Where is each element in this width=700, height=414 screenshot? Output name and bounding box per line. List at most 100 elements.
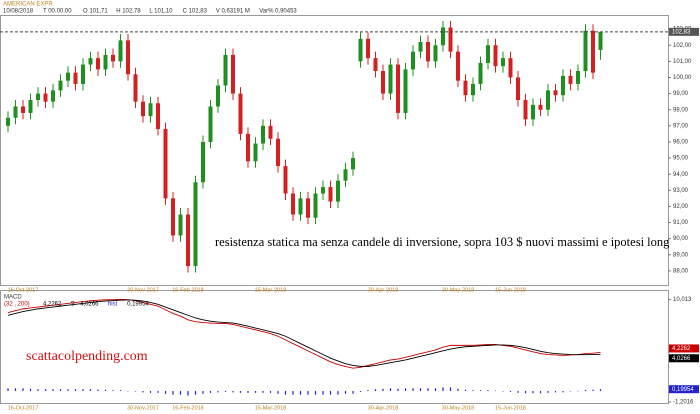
- histogram-bar: [14, 388, 17, 392]
- histogram-bar: [209, 391, 212, 393]
- candle-body: [13, 106, 18, 118]
- candle-body: [366, 38, 370, 59]
- legend-name: hist: [108, 302, 118, 308]
- candle-body: [216, 85, 220, 107]
- histogram-bar: [269, 391, 272, 393]
- histogram-bar: [149, 391, 152, 393]
- macd-title: MACD: [4, 295, 22, 301]
- y-tick-label: 98,00: [673, 107, 689, 113]
- histogram-bar: [344, 391, 347, 394]
- value-box: [669, 344, 699, 353]
- candle-body: [268, 125, 273, 139]
- histogram-bar: [337, 391, 339, 395]
- histogram-bar: [134, 391, 137, 392]
- info-field: 10/08/2018: [3, 9, 34, 15]
- x-tick-label: 30-May-2018: [442, 405, 474, 411]
- info-field: L 101,10: [149, 9, 173, 15]
- candle-body: [336, 180, 340, 202]
- candle-body: [441, 27, 445, 46]
- watermark: scattacolpending.com: [26, 349, 148, 364]
- candle-body: [321, 187, 325, 194]
- candle-body: [156, 103, 160, 130]
- candle-body: [126, 40, 130, 75]
- y-tick-label: 94,00: [673, 172, 689, 178]
- histogram-bar: [97, 389, 99, 392]
- legend-value: 4,0266: [80, 302, 99, 308]
- histogram-bar: [112, 390, 114, 392]
- candle-body: [103, 54, 108, 70]
- histogram-bar: [472, 390, 474, 392]
- candle-body: [358, 38, 363, 62]
- info-field: T 00.00.00: [43, 9, 72, 15]
- candle-body: [186, 214, 190, 267]
- histogram-bar: [179, 391, 182, 395]
- info-field: Var% 0,90453: [259, 9, 297, 15]
- histogram-bar: [464, 389, 467, 392]
- histogram-bar: [494, 390, 497, 392]
- histogram-bar: [584, 389, 587, 392]
- histogram-bar: [254, 391, 257, 393]
- histogram-bar: [299, 391, 302, 395]
- histogram-bar: [52, 389, 54, 392]
- x-tick-label: 30-Apr-2018: [368, 287, 399, 293]
- candle-body: [493, 45, 498, 67]
- y-tick-label: 99,00: [673, 91, 689, 97]
- candle-body: [238, 93, 243, 134]
- histogram-bar: [509, 391, 512, 392]
- y-tick-label: 101,00: [673, 59, 692, 65]
- candle-body: [43, 93, 48, 102]
- candle-body: [426, 42, 430, 62]
- candle-body: [253, 143, 258, 162]
- candle-body: [351, 158, 355, 170]
- x-tick-label: 30-Nov-2017: [127, 405, 159, 411]
- x-tick-label: 15-Mar-2018: [255, 405, 287, 411]
- histogram-bar: [157, 391, 159, 393]
- histogram-bar: [487, 390, 489, 392]
- y-tick-label: 102,00: [673, 43, 692, 49]
- candle-body: [246, 133, 250, 162]
- value-box-label: 4,2262: [672, 346, 691, 352]
- histogram-bar: [412, 388, 414, 392]
- candle-body: [193, 182, 198, 267]
- histogram-bar: [307, 391, 309, 395]
- x-tick-label: 16-Oct-2017: [8, 405, 39, 411]
- candle-body: [283, 166, 288, 194]
- y-tick-label: 10,013: [673, 297, 692, 303]
- y-tick-label: 97,00: [673, 123, 689, 129]
- y-tick-label: 89,00: [673, 252, 689, 258]
- candle-body: [448, 27, 453, 52]
- candle-body: [373, 58, 378, 72]
- info-field: O 101,71: [83, 9, 108, 15]
- histogram-bar: [67, 389, 69, 392]
- histogram-bar: [239, 391, 242, 393]
- main-frame: [0, 15, 669, 286]
- histogram-bar: [37, 389, 39, 392]
- candle-body: [561, 75, 565, 96]
- candle-body: [591, 30, 595, 73]
- histogram-bar: [202, 391, 204, 394]
- candle-body: [36, 93, 40, 101]
- candle-body: [178, 214, 183, 236]
- histogram-bar: [532, 391, 534, 394]
- histogram-bar: [382, 388, 384, 392]
- candle-body: [411, 51, 415, 70]
- value-box: [669, 385, 699, 394]
- x-tick-label: 16-Feb-2018: [172, 287, 204, 293]
- legend-name: S: [71, 302, 75, 308]
- histogram-bar: [22, 388, 24, 392]
- histogram-bar: [142, 391, 144, 393]
- candle-body: [523, 100, 528, 120]
- histogram-bar: [172, 391, 174, 395]
- x-tick-label: 16-Feb-2018: [172, 405, 204, 411]
- candle-body: [201, 141, 205, 183]
- candle-body: [598, 31, 603, 50]
- candle-body: [463, 80, 468, 96]
- y-tick-label: -1,2016: [673, 400, 694, 406]
- candle-body: [208, 106, 213, 142]
- annotation: resistenza statica ma senza candele di i…: [215, 235, 670, 249]
- histogram-bar: [502, 391, 504, 392]
- histogram-bar: [374, 389, 377, 392]
- histogram-bar: [442, 387, 444, 392]
- candle-body: [276, 138, 280, 167]
- price-label: 102,83: [672, 29, 691, 35]
